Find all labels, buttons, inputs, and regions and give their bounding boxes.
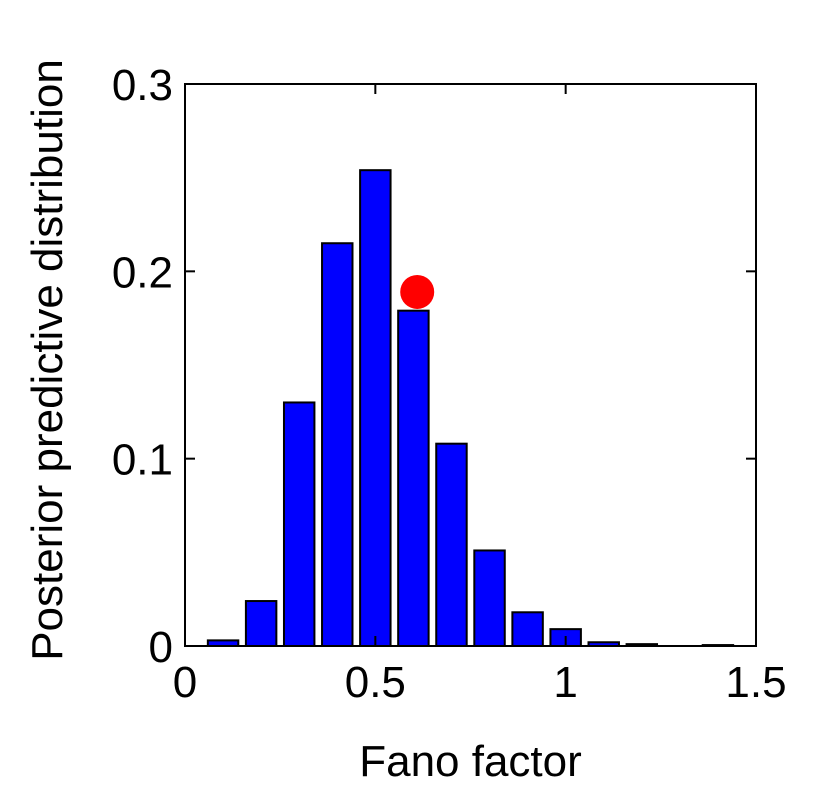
y-axis-label: Posterior predictive distribution <box>23 59 72 661</box>
y-tick-label: 0.1 <box>112 436 173 485</box>
histogram-bar <box>244 600 278 647</box>
x-tick-label: 0 <box>173 658 197 707</box>
histogram-bar <box>321 242 354 647</box>
histogram-bar <box>435 442 468 647</box>
observed-marker-group <box>400 274 435 309</box>
histogram-bar <box>397 309 430 647</box>
histogram-bar <box>359 169 392 647</box>
y-tick-label: 0.3 <box>112 61 173 110</box>
x-axis-label: Fano factor <box>359 737 582 786</box>
y-tick-label: 0 <box>149 623 173 672</box>
ticks-group: 0 0.5 1 1.5 0 0.1 0.2 0.3 <box>112 61 787 707</box>
axes-frame <box>184 83 757 647</box>
x-tick-label: 1 <box>553 658 577 707</box>
x-tick-label: 1.5 <box>725 658 786 707</box>
histogram-bar <box>473 549 506 648</box>
y-tick-label: 0.2 <box>112 248 173 297</box>
x-tick-label: 0.5 <box>345 658 406 707</box>
histogram-bar <box>282 401 316 648</box>
histogram-bar <box>511 611 544 648</box>
observed-data-point <box>400 274 435 309</box>
bars-group <box>206 169 735 648</box>
